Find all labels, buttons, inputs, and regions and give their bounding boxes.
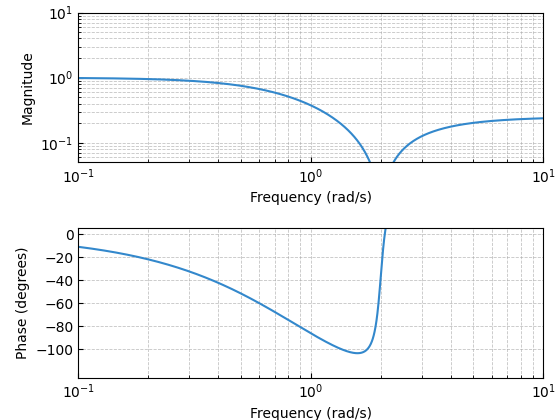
X-axis label: Frequency (rad/s): Frequency (rad/s) [250, 192, 372, 205]
Y-axis label: Phase (degrees): Phase (degrees) [16, 247, 30, 360]
Y-axis label: Magnitude: Magnitude [21, 50, 35, 124]
X-axis label: Frequency (rad/s): Frequency (rad/s) [250, 407, 372, 420]
